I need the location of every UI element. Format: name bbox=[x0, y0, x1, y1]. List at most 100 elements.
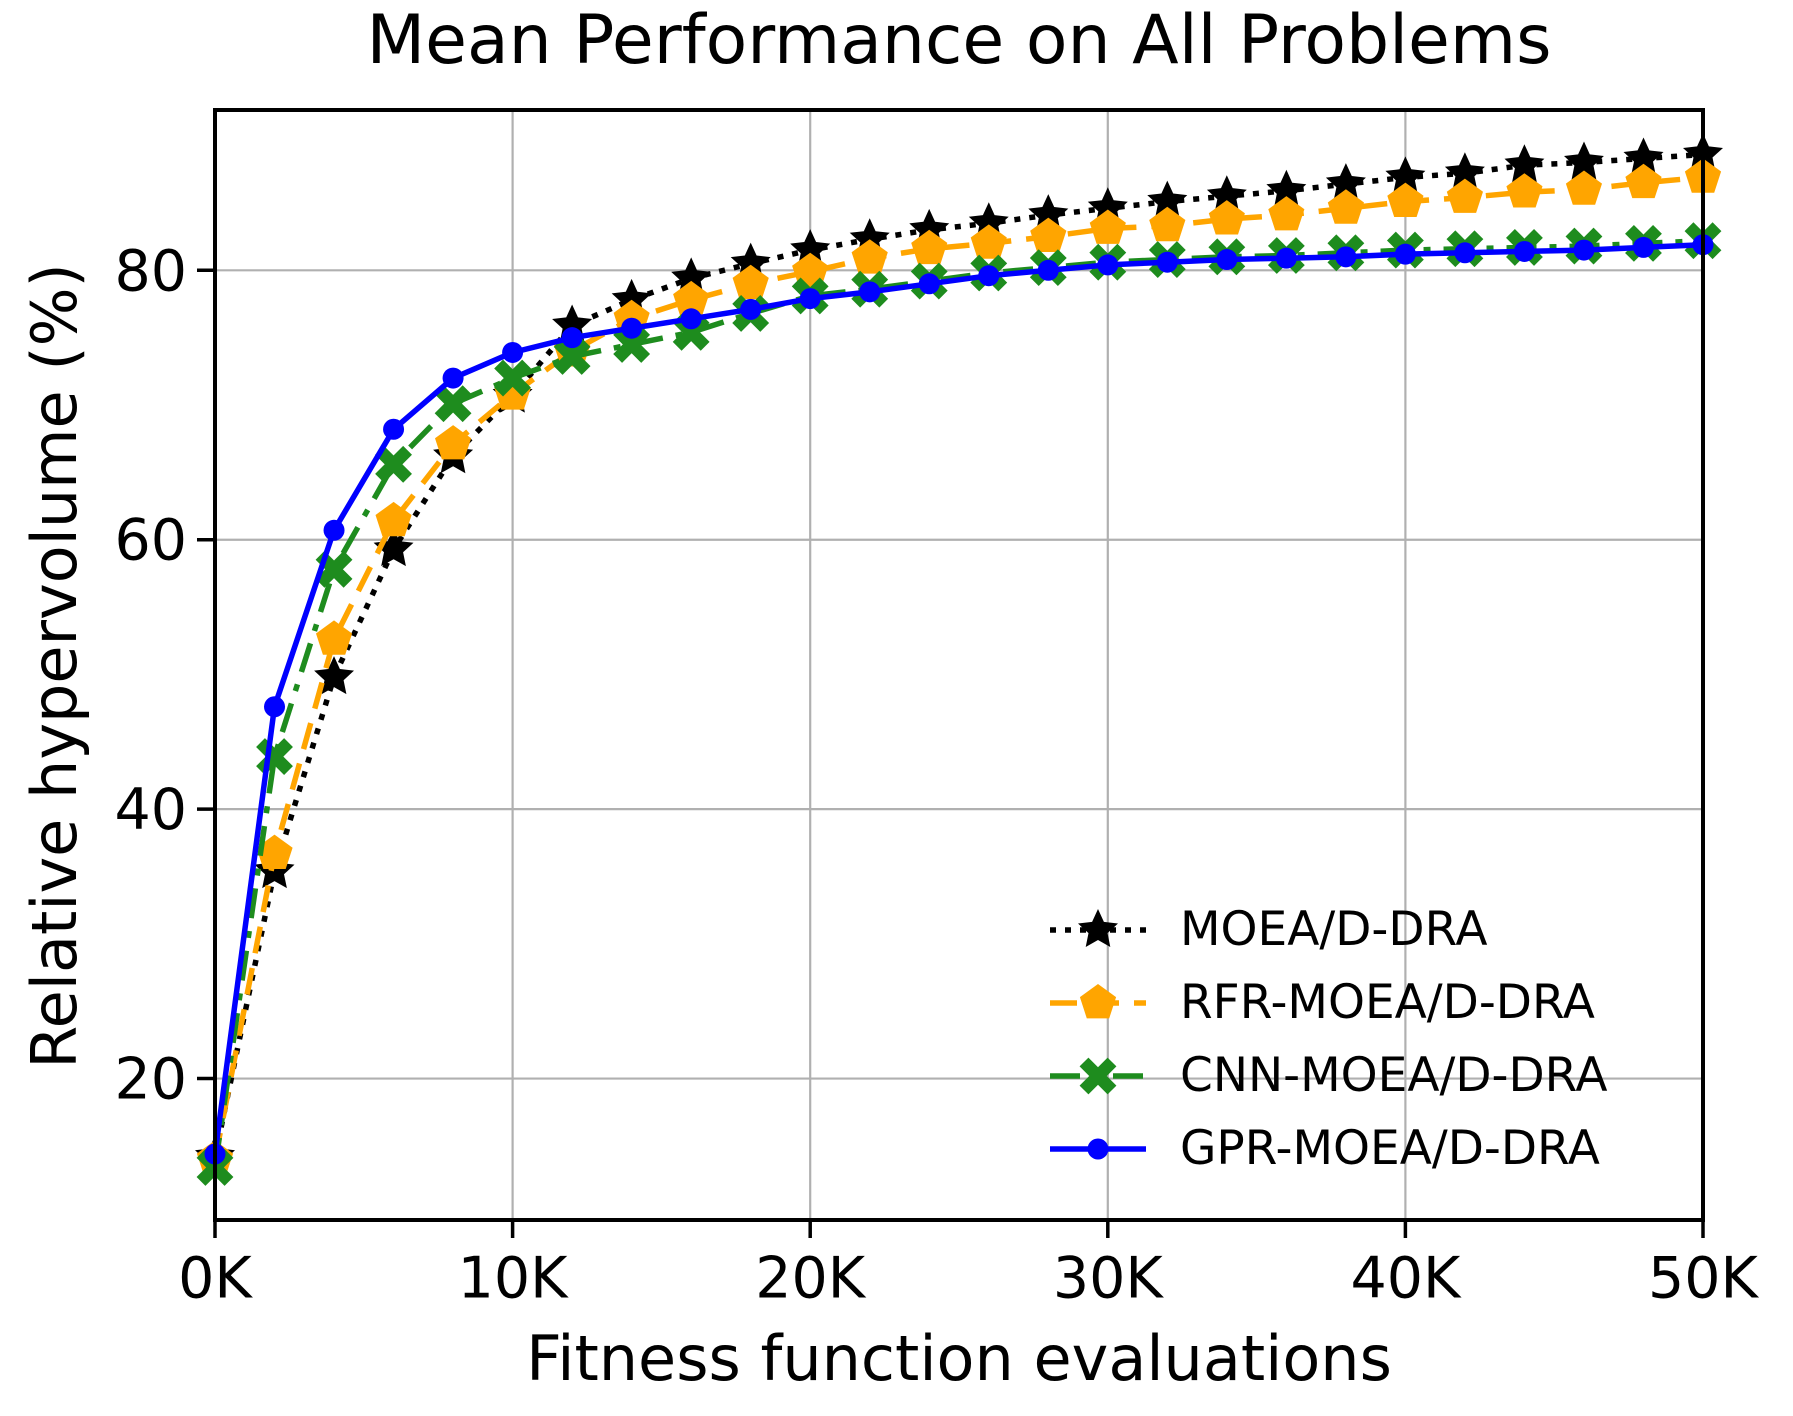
legend-label: GPR-MOEA/D-DRA bbox=[1180, 1121, 1600, 1176]
pentagon-marker bbox=[1327, 189, 1364, 224]
pentagon-marker bbox=[316, 620, 353, 655]
star-marker bbox=[1087, 187, 1128, 226]
circle-marker bbox=[1216, 249, 1238, 271]
circle-marker bbox=[1156, 251, 1178, 273]
legend-item: GPR-MOEA/D-DRA bbox=[1048, 1112, 1608, 1185]
circle-marker bbox=[561, 327, 583, 349]
circle-marker bbox=[918, 273, 940, 295]
pentagon-marker bbox=[1079, 983, 1117, 1018]
circle-marker bbox=[1573, 239, 1595, 261]
pentagon-marker bbox=[1149, 206, 1186, 242]
series-gpr-moea-d-dra bbox=[204, 234, 1714, 1165]
star-marker bbox=[1325, 163, 1366, 202]
circle-marker bbox=[621, 317, 643, 339]
legend: MOEA/D-DRA RFR-MOEA/D-DRA CNN-MOEA/D-DRA… bbox=[1048, 893, 1608, 1185]
circle-marker bbox=[1087, 1138, 1109, 1159]
pentagon-marker bbox=[911, 229, 948, 265]
pentagon-marker bbox=[375, 501, 412, 537]
ticks: 0K 10K 20K 30K 40K 50K 20 40 60 80 bbox=[114, 238, 1759, 1311]
circle-marker bbox=[1335, 246, 1357, 268]
moea-d-dra-line-marker-icon bbox=[1050, 908, 1146, 947]
pentagon-marker bbox=[1387, 182, 1424, 217]
circle-marker bbox=[1394, 243, 1416, 265]
circle-marker bbox=[442, 367, 464, 389]
circle-marker bbox=[383, 418, 405, 440]
circle-marker bbox=[502, 341, 524, 363]
circle-marker bbox=[978, 265, 1000, 287]
pentagon-marker bbox=[256, 834, 293, 869]
pentagon-marker bbox=[1625, 163, 1662, 199]
legend-item: RFR-MOEA/D-DRA bbox=[1048, 966, 1608, 1039]
circle-marker bbox=[1513, 240, 1535, 262]
pentagon-marker bbox=[1446, 178, 1483, 213]
circle-marker bbox=[1097, 254, 1119, 276]
star-marker bbox=[1444, 152, 1485, 191]
x-tick-label: 40K bbox=[1350, 1246, 1462, 1312]
x-tick-label: 0K bbox=[178, 1246, 253, 1312]
circle-marker bbox=[859, 281, 881, 303]
pentagon-marker bbox=[1268, 196, 1305, 231]
cnn-moea-d-dra-line-marker-icon bbox=[1050, 1057, 1146, 1094]
x-marker bbox=[494, 359, 532, 397]
pentagon-marker bbox=[1089, 209, 1126, 244]
star-marker bbox=[1206, 175, 1247, 214]
series-line bbox=[212, 151, 1704, 1158]
legend-item: MOEA/D-DRA bbox=[1048, 893, 1608, 966]
circle-marker bbox=[323, 519, 345, 541]
pentagon-marker bbox=[673, 280, 710, 316]
star-marker bbox=[1385, 156, 1426, 195]
pentagon-marker bbox=[1030, 217, 1067, 252]
star-marker bbox=[1623, 137, 1664, 176]
chart-title: Mean Performance on All Problems bbox=[366, 1, 1552, 80]
star-marker bbox=[1028, 194, 1069, 233]
star-marker bbox=[552, 304, 593, 343]
circle-marker bbox=[1037, 259, 1059, 281]
axes-box bbox=[213, 108, 1705, 1222]
legend-item: CNN-MOEA/D-DRA bbox=[1048, 1039, 1608, 1112]
x-axis-label: Fitness function evaluations bbox=[526, 1322, 1392, 1395]
y-tick-label: 60 bbox=[114, 508, 187, 574]
x-tick-label: 50K bbox=[1648, 1246, 1760, 1312]
star-marker bbox=[1504, 144, 1545, 183]
y-tick-label: 80 bbox=[114, 238, 187, 304]
star-marker bbox=[254, 850, 295, 889]
star-marker bbox=[373, 528, 414, 567]
x-marker bbox=[1079, 1057, 1117, 1094]
x-tick-label: 20K bbox=[755, 1246, 867, 1312]
gpr-moea-d-dra-line-marker-icon bbox=[1050, 1138, 1146, 1159]
y-tick-label: 40 bbox=[114, 777, 187, 843]
y-tick-label: 20 bbox=[114, 1047, 187, 1113]
circle-marker bbox=[680, 308, 702, 330]
y-axis-label: Relative hypervolume (%) bbox=[18, 263, 91, 1069]
circle-marker bbox=[799, 288, 821, 310]
pentagon-marker bbox=[970, 224, 1007, 259]
pentagon-marker bbox=[435, 425, 472, 460]
x-tick-label: 10K bbox=[458, 1246, 570, 1312]
legend-label: CNN-MOEA/D-DRA bbox=[1180, 1048, 1608, 1103]
circle-marker bbox=[1454, 242, 1476, 264]
x-marker bbox=[434, 385, 472, 423]
x-marker bbox=[553, 338, 591, 375]
pentagon-marker bbox=[732, 264, 769, 300]
star-marker bbox=[1266, 169, 1307, 208]
legend-label: RFR-MOEA/D-DRA bbox=[1180, 975, 1595, 1030]
star-marker bbox=[730, 242, 771, 281]
pentagon-marker bbox=[1208, 200, 1245, 235]
pentagon-marker bbox=[1506, 173, 1543, 208]
x-marker bbox=[613, 325, 651, 363]
star-marker bbox=[1078, 908, 1118, 947]
circle-marker bbox=[1275, 247, 1297, 269]
circle-marker bbox=[740, 298, 762, 320]
star-marker bbox=[1147, 180, 1188, 219]
star-marker bbox=[790, 229, 831, 268]
star-marker bbox=[968, 202, 1009, 241]
x-marker bbox=[375, 445, 412, 483]
star-marker bbox=[671, 257, 712, 296]
legend-label: MOEA/D-DRA bbox=[1180, 902, 1488, 957]
x-tick-label: 30K bbox=[1053, 1246, 1165, 1312]
star-marker bbox=[1564, 141, 1604, 180]
circle-marker bbox=[1632, 236, 1654, 258]
rfr-moea-d-dra-line-marker-icon bbox=[1050, 983, 1146, 1018]
